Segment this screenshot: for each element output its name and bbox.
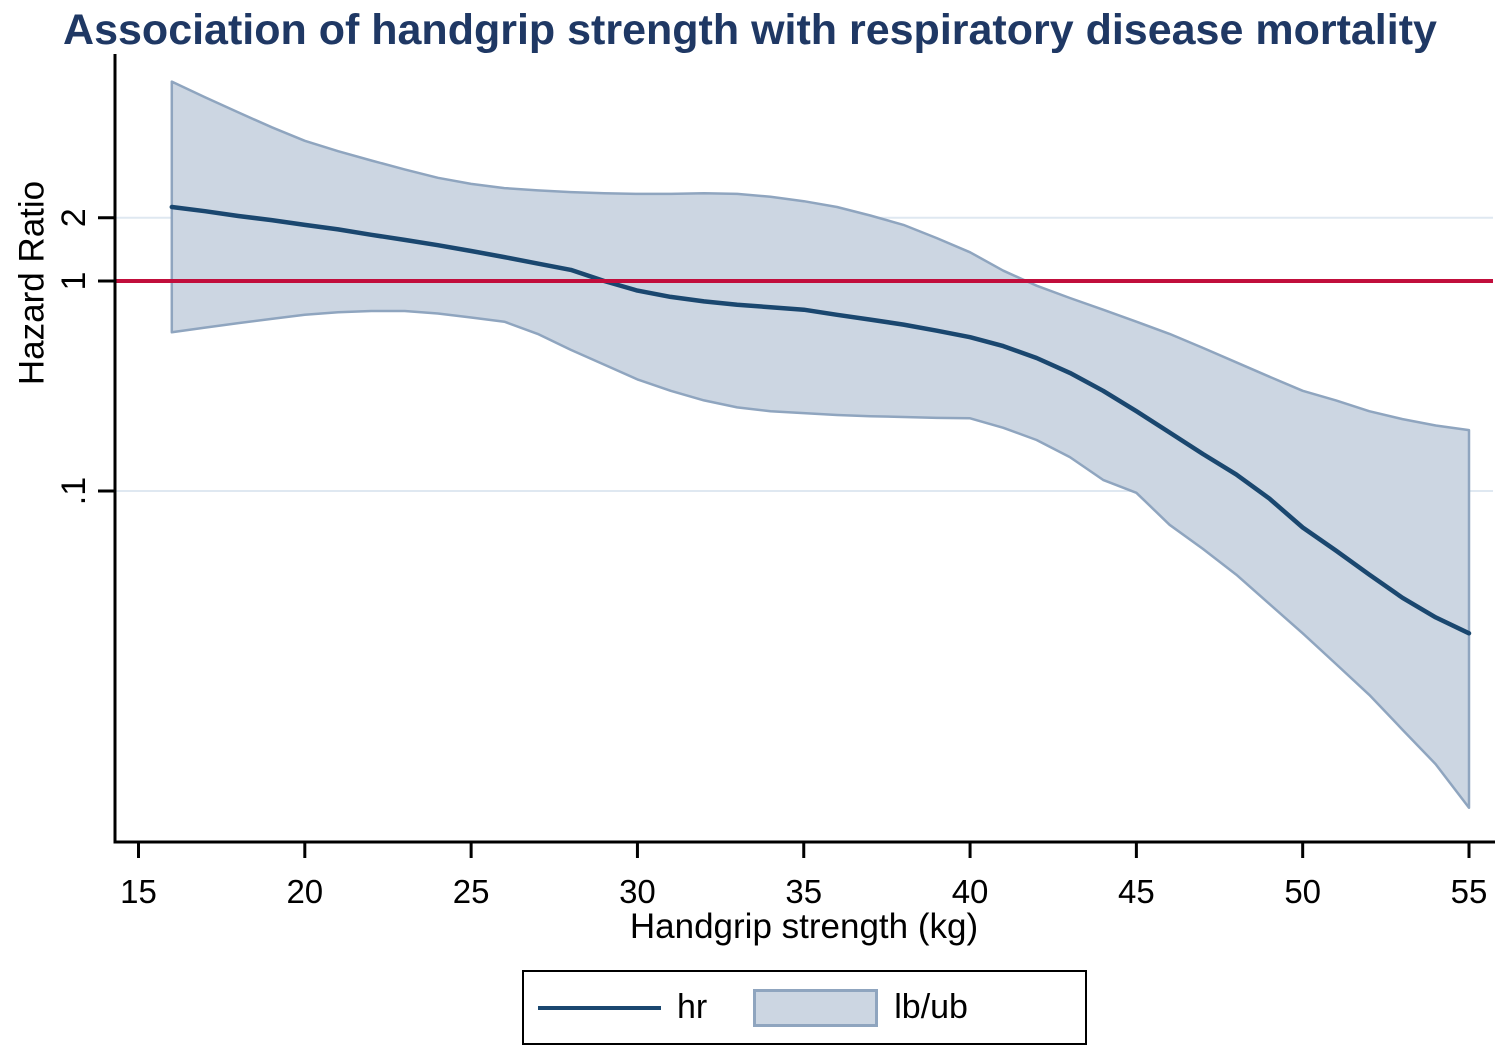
chart-title: Association of handgrip strength with re…	[63, 6, 1437, 54]
x-tick-label-25: 25	[453, 873, 490, 910]
x-tick-label-15: 15	[120, 873, 157, 910]
confidence-band	[170, 80, 1471, 810]
x-tick-label-55: 55	[1451, 873, 1488, 910]
x-tick-label-45: 45	[1118, 873, 1155, 910]
x-axis-title: Handgrip strength (kg)	[630, 907, 978, 946]
y-tick-label-1: 1	[55, 272, 93, 291]
y-tick-label-.1: .1	[55, 477, 93, 505]
confidence-band-swatch	[753, 988, 879, 1027]
x-tick-label-20: 20	[286, 873, 323, 910]
x-tick-label-50: 50	[1284, 873, 1321, 910]
legend: hr lb/ub	[522, 970, 1087, 1045]
hr-curve	[169, 204, 1472, 636]
x-tick-label-40: 40	[952, 873, 989, 910]
x-tick-label-35: 35	[785, 873, 822, 910]
y-tick-label-2: 2	[55, 208, 93, 227]
hr-line-swatch	[538, 1005, 661, 1010]
y-axis-title: Hazard Ratio	[13, 181, 52, 385]
legend-label-hr: hr	[677, 988, 708, 1026]
legend-label-lbub: lb/ub	[894, 988, 968, 1026]
x-tick-label-30: 30	[619, 873, 656, 910]
